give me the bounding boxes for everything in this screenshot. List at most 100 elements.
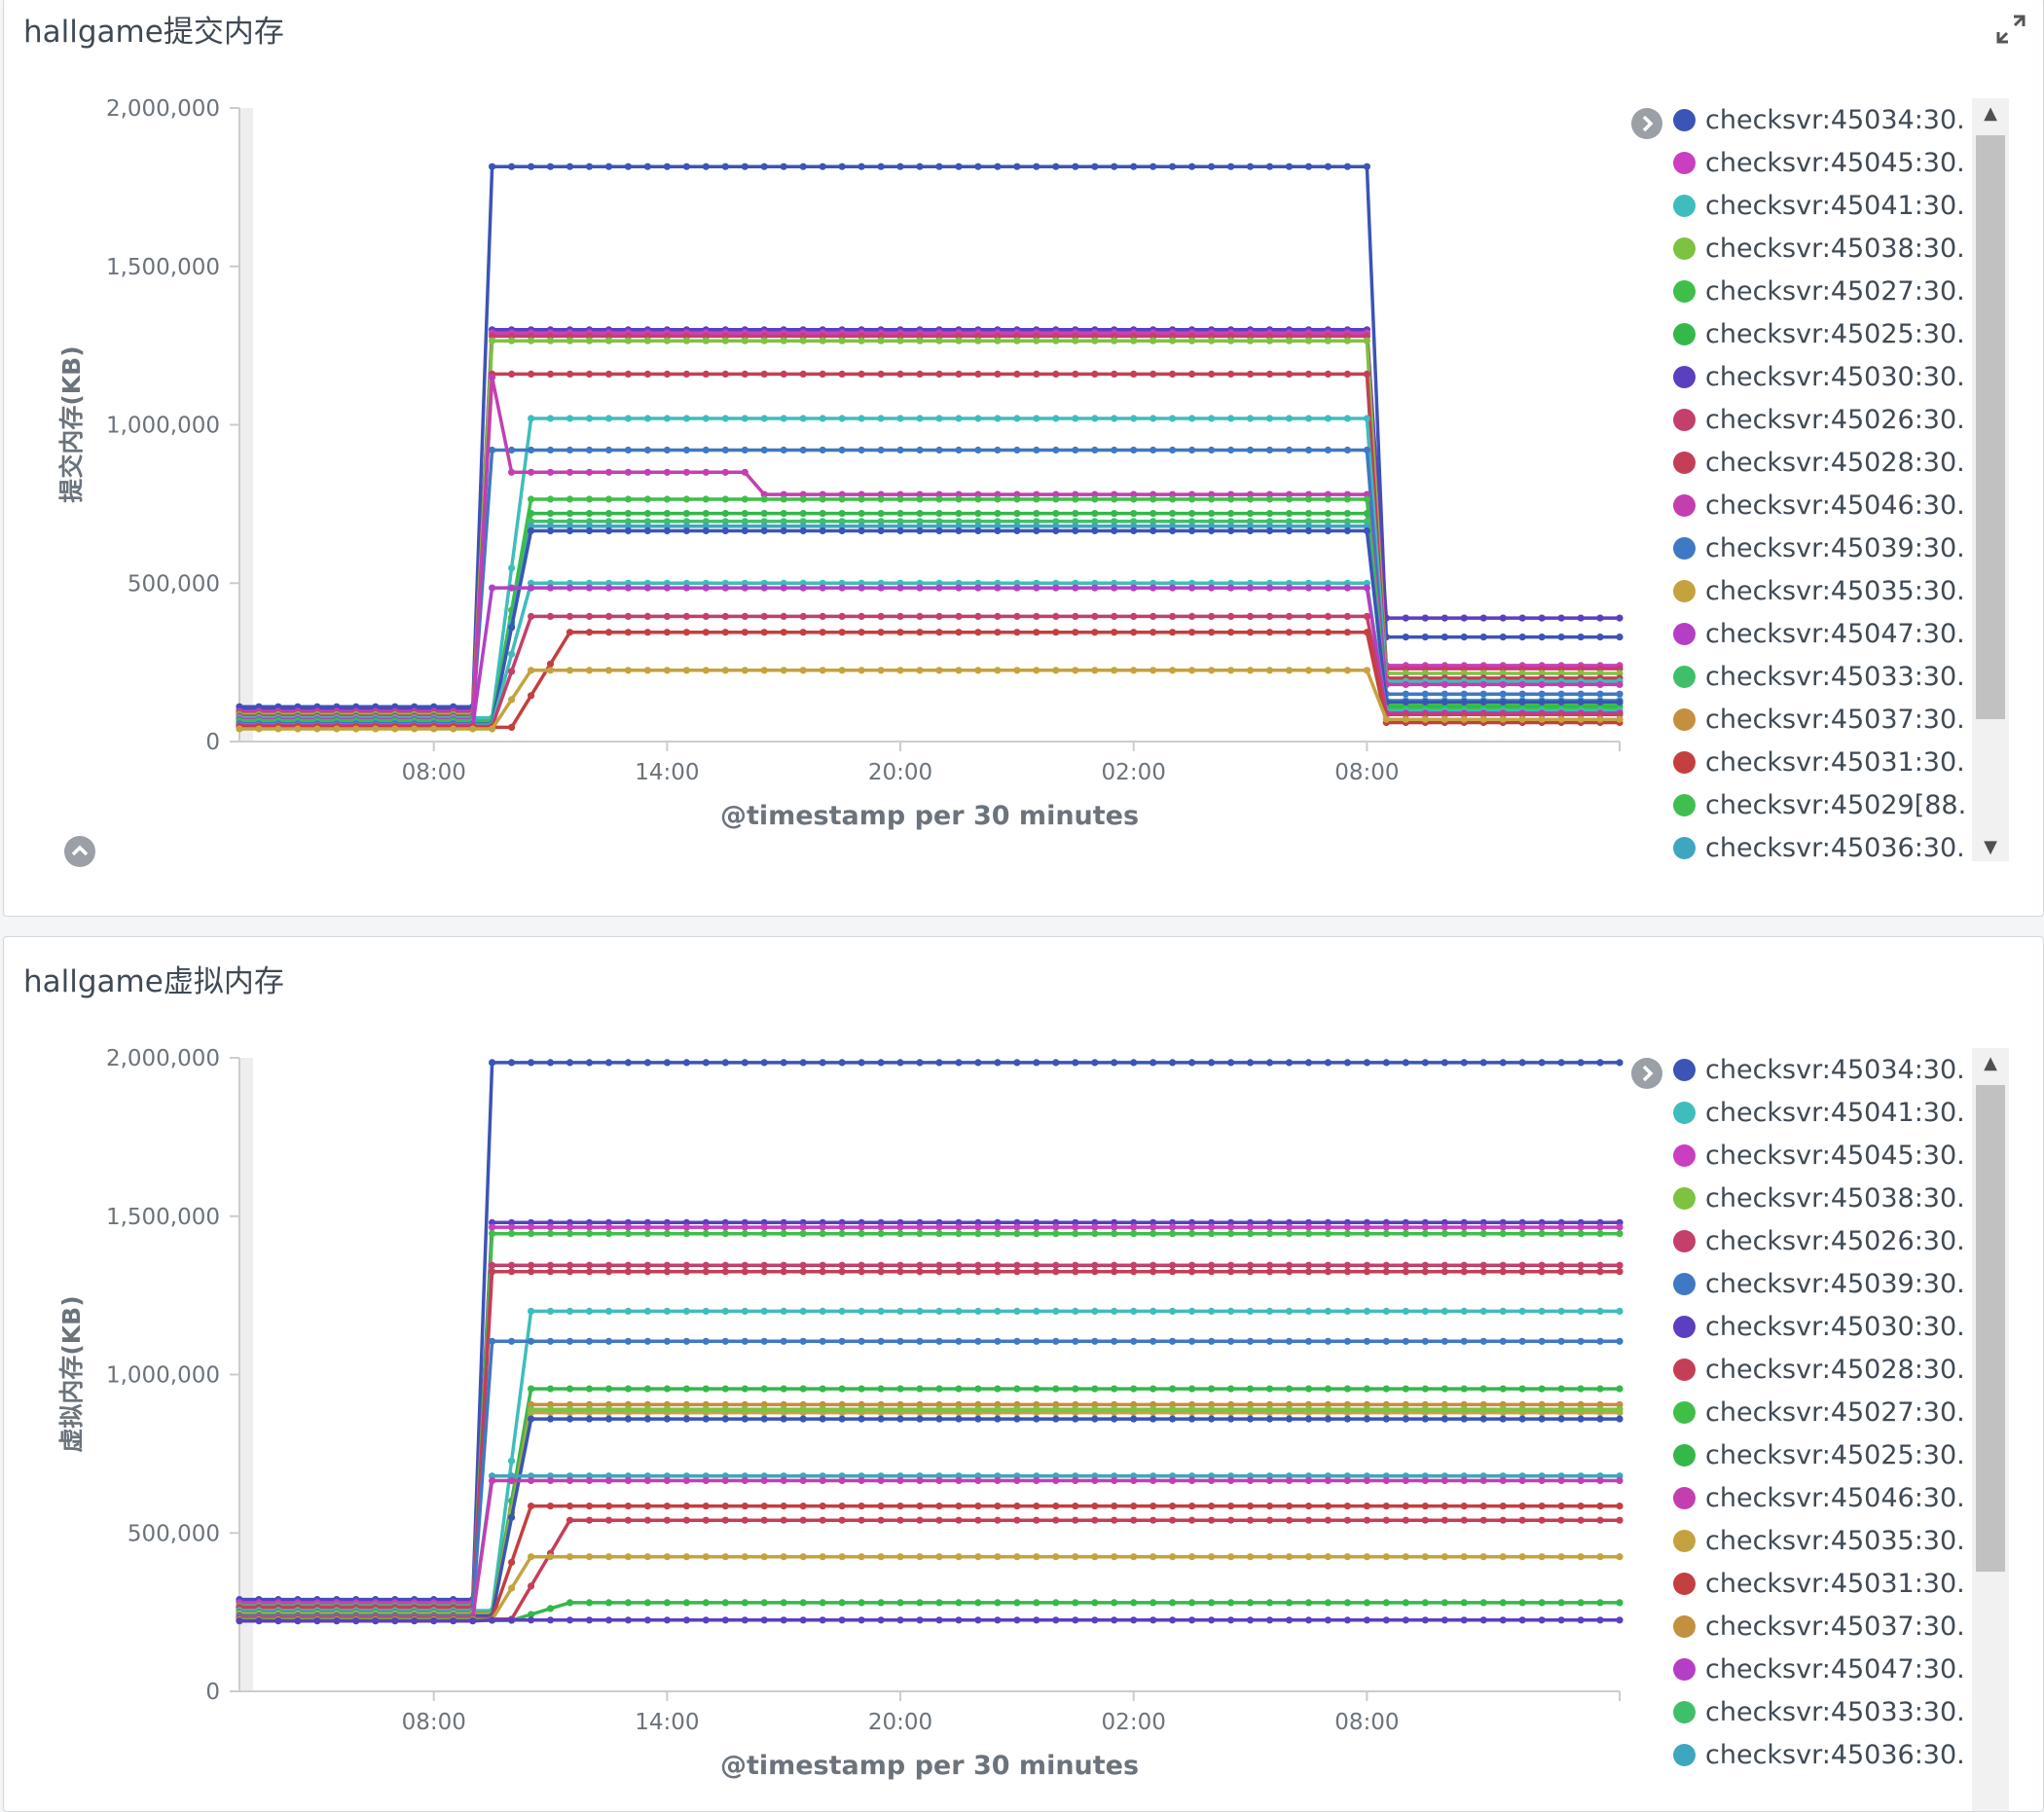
data-point	[1363, 584, 1370, 592]
data-point	[1033, 1261, 1040, 1269]
data-point	[1460, 1503, 1468, 1510]
data-point	[916, 495, 924, 503]
legend-item[interactable]: checksvr:45045:30...	[1673, 1134, 1965, 1177]
data-point	[858, 337, 865, 344]
legend-color-dot	[1673, 1743, 1696, 1766]
legend-item[interactable]: checksvr:45027:30...	[1673, 1391, 1965, 1433]
data-point	[1265, 337, 1274, 344]
legend-item[interactable]: checksvr:45026:30...	[1673, 1219, 1965, 1262]
data-point	[1265, 612, 1274, 621]
data-point	[585, 510, 594, 518]
legend-toggle-icon[interactable]	[1631, 108, 1662, 139]
legend-item[interactable]: checksvr:45034:30...	[1673, 98, 1965, 141]
data-point	[858, 584, 865, 592]
legend-scrollbar[interactable]: ▲ ▼	[1972, 98, 2009, 861]
legend-item[interactable]: checksvr:45026:30...	[1673, 398, 1965, 441]
legend-item[interactable]: checksvr:45025:30...	[1673, 312, 1965, 355]
data-point	[1285, 1415, 1294, 1423]
data-point	[1227, 1268, 1235, 1276]
legend-item[interactable]: checksvr:45033:30...	[1673, 655, 1965, 698]
legend-item[interactable]: checksvr:45031:30...	[1673, 741, 1965, 783]
legend-item[interactable]: checksvr:45033:30...	[1673, 1690, 1965, 1733]
legend-item[interactable]: checksvr:45028:30...	[1673, 441, 1965, 484]
legend-item[interactable]: checksvr:45029[88...	[1673, 783, 1965, 826]
data-point	[1479, 1059, 1487, 1067]
legend-item[interactable]: checksvr:45031:30...	[1673, 1562, 1965, 1605]
data-point	[1285, 667, 1294, 674]
data-point	[1402, 1059, 1409, 1067]
legend-toggle-icon[interactable]	[1631, 1058, 1662, 1089]
legend-item[interactable]: checksvr:45047:30...	[1673, 1648, 1965, 1690]
data-point	[1382, 1476, 1390, 1485]
legend-item[interactable]: checksvr:45041:30...	[1673, 184, 1965, 227]
legend-item[interactable]: checksvr:45047:30...	[1673, 612, 1965, 655]
data-point	[1246, 1415, 1255, 1423]
legend-item[interactable]: checksvr:45039:30...	[1673, 526, 1965, 569]
data-point	[1052, 1268, 1060, 1276]
data-point	[1091, 495, 1099, 503]
data-point	[838, 163, 846, 170]
data-point	[1285, 526, 1294, 535]
data-point	[721, 337, 729, 344]
legend-item[interactable]: checksvr:45046:30...	[1673, 1476, 1965, 1519]
data-point	[1072, 1059, 1079, 1067]
legend-item[interactable]: checksvr:45045:30...	[1673, 141, 1965, 184]
data-point	[1382, 1268, 1390, 1276]
data-point	[1091, 446, 1099, 454]
scroll-up-arrow-icon[interactable]: ▲	[1984, 102, 1997, 124]
legend-item[interactable]: checksvr:45030:30...	[1673, 1305, 1965, 1348]
scroll-down-arrow-icon[interactable]: ▼	[1984, 836, 1997, 857]
data-point	[643, 667, 652, 674]
data-point	[1518, 1516, 1526, 1524]
data-point	[1246, 629, 1255, 636]
data-point	[1246, 1385, 1255, 1393]
data-point	[1518, 614, 1526, 622]
legend-item[interactable]: checksvr:45027:30...	[1673, 270, 1965, 312]
data-point	[780, 1476, 787, 1485]
data-point	[896, 446, 904, 454]
data-point	[1169, 1307, 1177, 1315]
legend-scrollbar[interactable]: ▲	[1972, 1048, 2009, 1811]
legend-item[interactable]: checksvr:45030:30...	[1673, 355, 1965, 398]
data-point	[721, 667, 729, 674]
legend-item[interactable]: checksvr:45036:30...	[1673, 1733, 1965, 1776]
data-point	[838, 415, 846, 422]
data-point	[528, 163, 535, 170]
legend-item[interactable]: checksvr:45035:30...	[1673, 1519, 1965, 1562]
data-point	[1033, 1503, 1040, 1510]
legend-item[interactable]: checksvr:45028:30...	[1673, 1348, 1965, 1391]
legend-item[interactable]: checksvr:45038:30...	[1673, 227, 1965, 270]
data-point	[1518, 1599, 1526, 1607]
data-point	[489, 1059, 496, 1067]
expand-icon[interactable]	[1994, 13, 2027, 46]
data-point	[528, 1582, 535, 1590]
collapse-chart-icon[interactable]	[64, 836, 95, 867]
data-point	[604, 510, 613, 518]
data-point	[838, 1307, 846, 1315]
legend-item[interactable]: checksvr:45046:30...	[1673, 484, 1965, 526]
legend-item[interactable]: checksvr:45039:30...	[1673, 1262, 1965, 1305]
legend-item[interactable]: checksvr:45037:30...	[1673, 1605, 1965, 1648]
legend-item[interactable]: checksvr:45037:30...	[1673, 698, 1965, 741]
legend-item[interactable]: checksvr:45035:30...	[1673, 569, 1965, 612]
data-point	[1169, 1223, 1177, 1231]
data-point	[819, 667, 826, 674]
legend-item[interactable]: checksvr:45025:30...	[1673, 1433, 1965, 1476]
data-point	[819, 370, 826, 378]
scroll-thumb[interactable]	[1976, 135, 2005, 719]
data-point	[1343, 1223, 1351, 1231]
data-point	[916, 1599, 924, 1607]
legend-item[interactable]: checksvr:45036:30...	[1673, 826, 1965, 869]
data-point	[1518, 1405, 1526, 1413]
legend-item[interactable]: checksvr:45034:30...	[1673, 1048, 1965, 1091]
legend-item[interactable]: checksvr:45038:30...	[1673, 1177, 1965, 1219]
scroll-thumb[interactable]	[1976, 1085, 2005, 1572]
data-point	[1304, 1553, 1313, 1561]
data-point	[1052, 510, 1060, 518]
data-point	[1052, 1261, 1060, 1269]
data-point	[1111, 1268, 1118, 1276]
data-point	[1285, 1476, 1294, 1485]
data-point	[643, 1385, 652, 1393]
scroll-up-arrow-icon[interactable]: ▲	[1984, 1052, 1997, 1073]
legend-item[interactable]: checksvr:45041:30...	[1673, 1091, 1965, 1134]
